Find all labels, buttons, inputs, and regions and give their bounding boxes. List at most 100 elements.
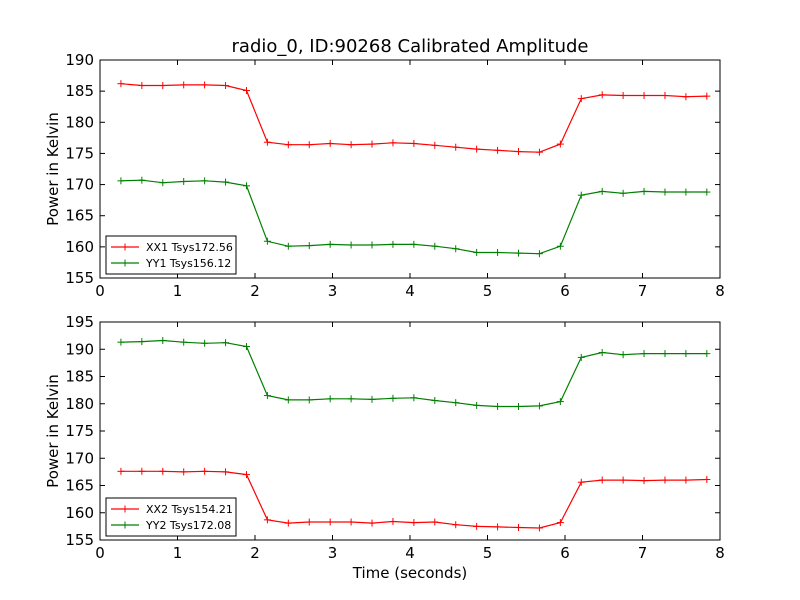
x-tick-label: 1 — [173, 544, 183, 562]
x-tick-label: 3 — [328, 544, 338, 562]
data-point — [180, 177, 188, 185]
data-point — [201, 177, 209, 185]
data-point — [598, 91, 606, 99]
data-point — [515, 249, 522, 257]
x-tick-label: 5 — [483, 282, 493, 300]
data-point — [138, 467, 146, 475]
x-tick-label: 8 — [715, 544, 725, 562]
x-tick-label: 4 — [405, 544, 415, 562]
data-point — [661, 350, 669, 358]
chart-title: radio_0, ID:90268 Calibrated Amplitude — [232, 36, 589, 57]
data-point — [222, 339, 230, 347]
x-axis-label: Time (seconds) — [352, 564, 468, 582]
data-point — [494, 146, 502, 154]
data-point — [640, 350, 648, 358]
y-tick-label: 175 — [65, 422, 94, 440]
data-point — [598, 349, 606, 357]
data-point — [201, 339, 209, 347]
y-tick-label: 160 — [65, 238, 94, 256]
y-tick-label: 190 — [65, 51, 94, 69]
y-tick-label: 155 — [65, 269, 94, 287]
x-tick-label: 6 — [560, 544, 570, 562]
data-point — [201, 81, 209, 89]
y-tick-label: 170 — [65, 449, 94, 467]
data-point — [431, 141, 439, 149]
data-point — [431, 396, 439, 404]
data-point — [640, 477, 648, 485]
data-point — [452, 245, 460, 253]
data-point — [431, 518, 439, 526]
y-tick-label: 170 — [65, 176, 94, 194]
x-tick-label: 2 — [250, 544, 260, 562]
data-point — [368, 241, 376, 249]
data-point — [389, 139, 397, 147]
data-point — [410, 394, 418, 402]
data-point — [159, 467, 167, 475]
data-point — [117, 80, 125, 88]
data-point — [368, 395, 376, 403]
data-point — [222, 178, 230, 186]
legend: XX1 Tsys172.56 YY1 Tsys156.12 — [105, 235, 237, 275]
data-point — [263, 237, 271, 245]
data-point — [368, 140, 376, 148]
data-point — [284, 242, 292, 250]
data-point — [682, 476, 690, 484]
data-point — [494, 248, 502, 256]
data-point — [305, 518, 313, 526]
data-point — [535, 524, 543, 532]
data-point — [619, 351, 627, 359]
data-point — [703, 92, 711, 100]
data-point — [515, 402, 522, 410]
data-point — [410, 139, 418, 147]
x-tick-label: 1 — [173, 282, 183, 300]
y-tick-label: 190 — [65, 340, 94, 358]
data-point — [138, 176, 146, 184]
data-point — [242, 343, 250, 351]
y-tick-label: 165 — [65, 207, 94, 225]
data-point — [535, 148, 543, 156]
data-point — [473, 145, 481, 153]
data-point — [159, 82, 167, 90]
data-point — [452, 143, 460, 151]
legend-label: YY2 Tsys172.08 — [145, 519, 231, 532]
x-tick-label: 8 — [715, 282, 725, 300]
data-point — [368, 519, 376, 527]
data-point — [556, 140, 564, 148]
x-tick-label: 3 — [328, 282, 338, 300]
data-point — [117, 338, 125, 346]
subplot-2: 0 1 2 3 4 5 6 7 8 155 160 165 170 175 180 185 190 195 Powe… — [44, 313, 725, 582]
data-point — [159, 337, 167, 345]
data-point — [326, 139, 334, 147]
y-tick-label: 195 — [65, 313, 94, 331]
y-tick-label: 165 — [65, 477, 94, 495]
data-point — [347, 141, 355, 149]
data-point — [326, 240, 334, 248]
data-point — [556, 519, 564, 527]
legend-box — [105, 235, 237, 275]
legend-label: XX1 Tsys172.56 — [146, 241, 233, 254]
data-point — [389, 517, 397, 525]
data-point — [138, 82, 146, 90]
data-point — [284, 396, 292, 404]
data-point — [556, 242, 564, 250]
data-point — [619, 476, 627, 484]
y-tick-label: 155 — [65, 531, 94, 549]
data-point — [263, 516, 271, 524]
data-point — [263, 392, 271, 400]
data-point — [326, 395, 334, 403]
data-point — [389, 394, 397, 402]
data-point — [305, 141, 313, 149]
data-point — [494, 402, 502, 410]
data-point — [619, 92, 627, 100]
data-point — [473, 401, 481, 409]
y-axis-label: Power in Kelvin — [44, 112, 62, 226]
data-point — [452, 399, 460, 407]
data-point — [535, 402, 543, 410]
data-point — [703, 188, 711, 196]
data-point — [326, 518, 334, 526]
data-point — [347, 241, 355, 249]
data-point — [180, 338, 188, 346]
y-tick-label: 180 — [65, 395, 94, 413]
data-point — [263, 138, 271, 146]
x-tick-label: 0 — [95, 282, 105, 300]
